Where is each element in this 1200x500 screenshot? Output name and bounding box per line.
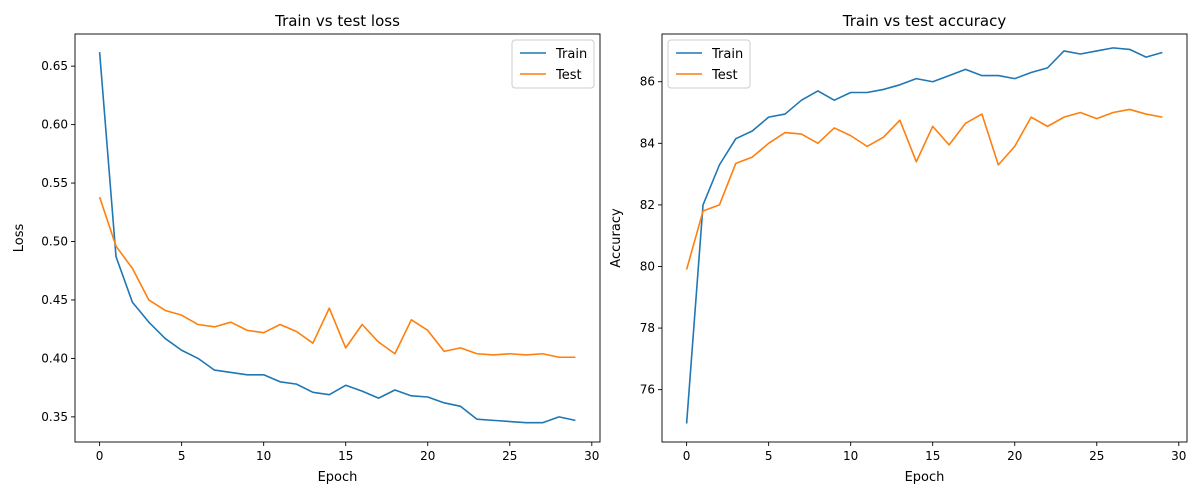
accuracy-y-tick-label: 76 [640,383,655,397]
accuracy-x-tick-label: 20 [1007,449,1022,463]
accuracy-legend-label-train: Train [711,47,743,62]
loss-chart-title: Train vs test loss [274,12,400,30]
loss-test-line [98,196,576,359]
accuracy-legend-box [667,39,751,89]
accuracy-x-tick-label: 10 [843,449,858,463]
accuracy-chart-title: Train vs test accuracy [842,12,1007,30]
accuracy-x-axis-label: Epoch [905,470,945,485]
accuracy-test-line [685,108,1163,270]
accuracy-legend-label-test: Test [711,68,738,83]
accuracy-x-tick-label: 0 [683,449,691,463]
accuracy-x-tick-label: 15 [925,449,940,463]
loss-y-tick-label: 0.45 [41,293,68,307]
accuracy-axes-frame [661,33,1188,443]
loss-y-tick-label: 0.50 [41,235,68,249]
loss-x-tick-label: 0 [96,449,104,463]
loss-x-tick-label: 30 [584,449,599,463]
loss-y-tick-label: 0.60 [41,118,68,132]
accuracy-y-tick-label: 78 [640,321,655,335]
accuracy-y-tick-label: 84 [640,136,655,150]
accuracy-y-tick-label: 86 [640,75,655,89]
loss-legend-label-test: Test [555,68,582,83]
accuracy-x-tick-label: 5 [765,449,773,463]
loss-x-tick-label: 15 [338,449,353,463]
loss-legend-box [511,39,595,89]
accuracy-x-tick-label: 25 [1089,449,1104,463]
loss-x-tick-label: 5 [178,449,186,463]
accuracy-train-line [685,47,1163,424]
loss-legend-label-train: Train [555,47,587,62]
loss-chart: Train vs test loss 0 5 10 15 20 25 30 0.35 0.40 0.… [12,12,601,485]
accuracy-y-tick-label: 82 [640,198,655,212]
accuracy-chart: Train vs test accuracy 0 5 10 15 20 25 30 76 78 80… [609,12,1188,485]
loss-x-tick-label: 25 [502,449,517,463]
loss-y-tick-label: 0.40 [41,351,68,365]
loss-x-axis-label: Epoch [318,470,358,485]
loss-x-tick-label: 10 [256,449,271,463]
accuracy-legend: Train Test [667,39,751,89]
accuracy-y-axis-label: Accuracy [609,208,624,268]
accuracy-y-tick-label: 80 [640,259,655,273]
loss-y-tick-label: 0.35 [41,410,68,424]
loss-y-tick-label: 0.65 [41,59,68,73]
loss-y-tick-label: 0.55 [41,176,68,190]
loss-axes-frame [74,33,601,443]
loss-x-tick-label: 20 [420,449,435,463]
accuracy-x-tick-label: 30 [1171,449,1186,463]
loss-y-axis-label: Loss [12,224,27,253]
loss-legend: Train Test [511,39,595,89]
loss-train-line [98,52,576,424]
